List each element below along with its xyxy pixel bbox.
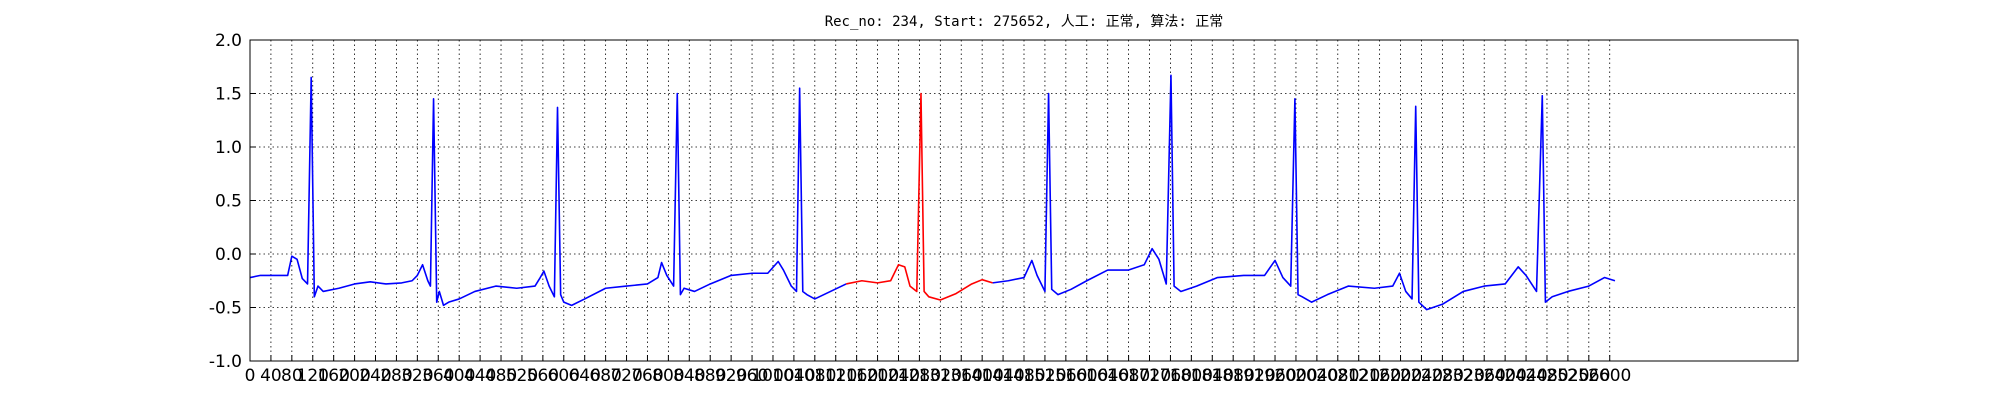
x-tick-label: 1680 — [1107, 366, 1150, 386]
x-tick-label: 200 — [338, 366, 370, 386]
x-tick-label: 1000 — [751, 366, 794, 386]
x-tick-label: 2320 — [1442, 366, 1485, 386]
x-tick-label: 1720 — [1128, 366, 1171, 386]
x-tick-label: 1520 — [1023, 366, 1066, 386]
x-tick-label: 1400 — [961, 366, 1004, 386]
ecg-line — [249, 74, 1616, 311]
y-tick-label: 2.0 — [215, 31, 242, 51]
x-tick-label: 40 — [260, 366, 282, 386]
x-tick-label: 2480 — [1525, 366, 1568, 386]
x-tick-label: 400 — [443, 366, 475, 386]
x-tick-label: 2560 — [1567, 366, 1610, 386]
x-tick-label: 1440 — [981, 366, 1024, 386]
x-tick-label: 2000 — [1274, 366, 1317, 386]
x-tick-label: 2520 — [1546, 366, 1589, 386]
y-tick-label: -0.5 — [209, 299, 242, 319]
x-tick-label: 520 — [506, 366, 538, 386]
x-tick-label: 1280 — [898, 366, 941, 386]
x-tick-label: 1200 — [856, 366, 899, 386]
x-tick-label: 2400 — [1484, 366, 1527, 386]
x-tick-label: 720 — [610, 366, 642, 386]
x-tick-label: 1320 — [919, 366, 962, 386]
x-tick-label: 2600 — [1588, 366, 1631, 386]
x-tick-label: 640 — [568, 366, 600, 386]
x-tick-label: 1120 — [814, 366, 857, 386]
x-tick-label: 2080 — [1316, 366, 1359, 386]
x-tick-label: 600 — [548, 366, 580, 386]
x-tick-label: 880 — [694, 366, 726, 386]
x-tick-label: 1800 — [1170, 366, 1213, 386]
chart-title: Rec_no: 234, Start: 275652, 人工: 正常, 算法: … — [825, 14, 1224, 30]
x-tick-label: 920 — [715, 366, 747, 386]
x-tick-label: 1640 — [1086, 366, 1129, 386]
x-tick-label: 80 — [281, 366, 303, 386]
x-tick-label: 2040 — [1295, 366, 1338, 386]
x-tick-label: 1040 — [772, 366, 815, 386]
x-tick-label: 2240 — [1400, 366, 1443, 386]
y-tick-label: -1.0 — [209, 352, 242, 372]
x-tick-label: 960 — [736, 366, 768, 386]
x-tick-label: 1960 — [1253, 366, 1296, 386]
x-tick-label: 800 — [652, 366, 684, 386]
x-tick-label: 440 — [464, 366, 496, 386]
x-tick-label: 2120 — [1337, 366, 1380, 386]
x-tick-label: 280 — [380, 366, 412, 386]
x-tick-label: 2280 — [1421, 366, 1464, 386]
x-tick-label: 1760 — [1149, 366, 1192, 386]
plot-frame — [249, 39, 1799, 362]
x-tick-label: 1160 — [835, 366, 878, 386]
x-tick-label: 1600 — [1065, 366, 1108, 386]
x-tick-label: 1840 — [1191, 366, 1234, 386]
x-tick-label: 2440 — [1504, 366, 1547, 386]
x-tick-label: 160 — [317, 366, 349, 386]
x-tick-label: 1880 — [1212, 366, 1255, 386]
x-tick-label: 1560 — [1044, 366, 1087, 386]
y-tick-label: 0.5 — [215, 192, 242, 212]
y-tick-label: 0.0 — [215, 245, 242, 265]
x-tick-label: 320 — [401, 366, 433, 386]
x-tick-label: 0 — [245, 366, 256, 386]
x-tick-label: 840 — [673, 366, 705, 386]
x-tick-label: 240 — [359, 366, 391, 386]
x-tick-label: 1920 — [1232, 366, 1275, 386]
x-tick-label: 1080 — [793, 366, 836, 386]
x-tick-label: 1240 — [877, 366, 920, 386]
x-tick-label: 120 — [297, 366, 329, 386]
x-tick-label: 2360 — [1463, 366, 1506, 386]
x-tick-label: 1360 — [940, 366, 983, 386]
x-tick-label: 360 — [422, 366, 454, 386]
x-tick-label: 1480 — [1002, 366, 1045, 386]
ecg-line — [846, 92, 993, 301]
x-tick-label: 2200 — [1379, 366, 1422, 386]
x-tick-label: 2160 — [1358, 366, 1401, 386]
x-tick-label: 480 — [485, 366, 517, 386]
y-tick-label: 1.5 — [215, 85, 242, 105]
x-tick-label: 680 — [589, 366, 621, 386]
x-tick-label: 560 — [527, 366, 559, 386]
y-tick-label: 1.0 — [215, 138, 242, 158]
x-tick-label: 760 — [631, 366, 663, 386]
